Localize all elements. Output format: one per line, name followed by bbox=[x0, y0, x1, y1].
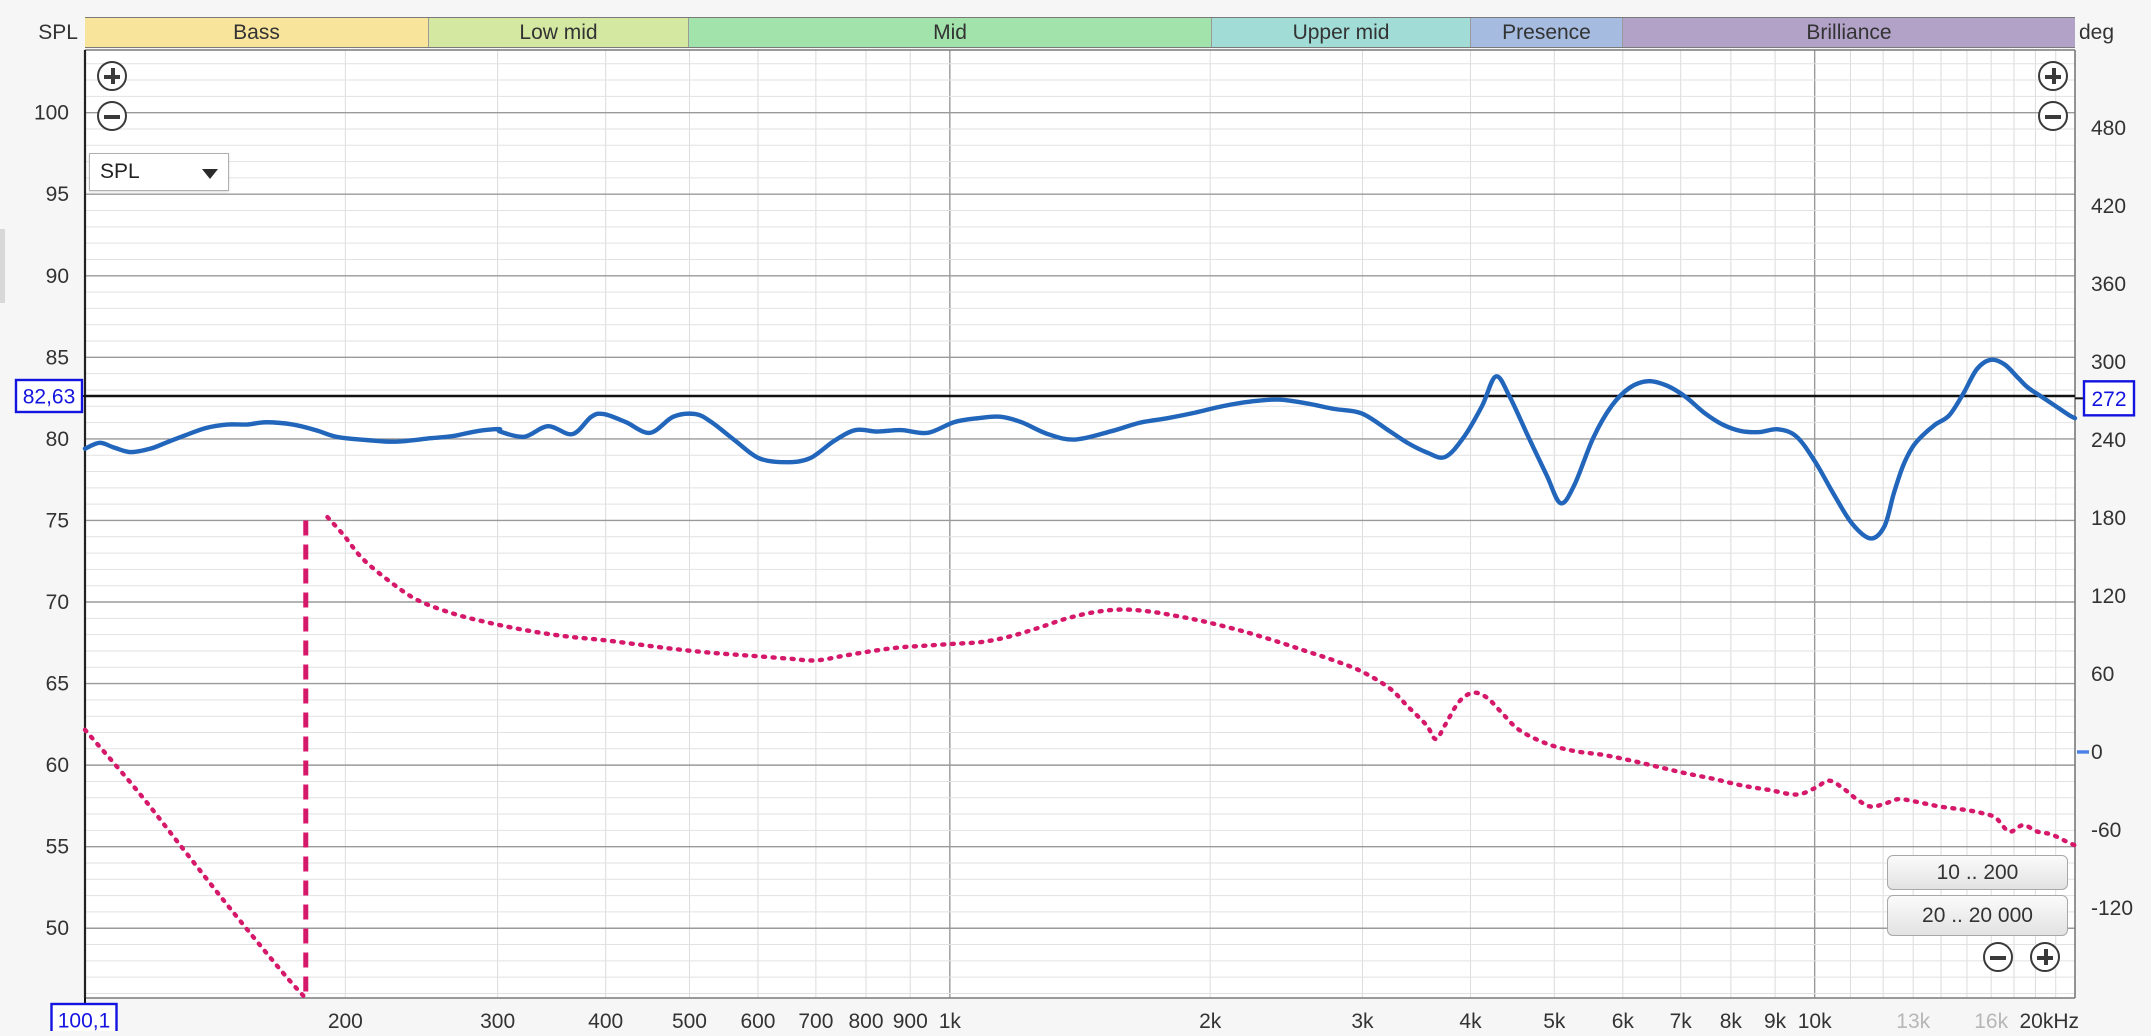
svg-text:3k: 3k bbox=[1351, 1010, 1374, 1031]
svg-text:180: 180 bbox=[2091, 507, 2126, 530]
svg-text:120: 120 bbox=[2091, 585, 2126, 608]
svg-text:90: 90 bbox=[46, 265, 69, 288]
svg-text:16k: 16k bbox=[1974, 1010, 2008, 1031]
svg-text:13k: 13k bbox=[1896, 1010, 1930, 1031]
svg-text:4k: 4k bbox=[1459, 1010, 1482, 1031]
svg-text:10k: 10k bbox=[1798, 1010, 1832, 1031]
svg-text:-120: -120 bbox=[2091, 897, 2133, 920]
svg-text:20kHz: 20kHz bbox=[2019, 1010, 2079, 1031]
svg-text:100: 100 bbox=[34, 102, 69, 125]
svg-text:65: 65 bbox=[46, 673, 69, 696]
svg-text:420: 420 bbox=[2091, 195, 2126, 218]
svg-text:-60: -60 bbox=[2091, 819, 2121, 842]
svg-text:0: 0 bbox=[2091, 741, 2103, 764]
svg-text:70: 70 bbox=[46, 591, 69, 614]
svg-text:7k: 7k bbox=[1670, 1010, 1693, 1031]
svg-text:82,63: 82,63 bbox=[23, 385, 76, 408]
svg-text:1k: 1k bbox=[939, 1010, 962, 1031]
svg-text:2k: 2k bbox=[1199, 1010, 1222, 1031]
svg-text:95: 95 bbox=[46, 183, 69, 206]
svg-text:55: 55 bbox=[46, 836, 69, 859]
svg-text:5k: 5k bbox=[1543, 1010, 1566, 1031]
svg-text:80: 80 bbox=[46, 428, 69, 451]
svg-text:600: 600 bbox=[740, 1010, 775, 1031]
svg-text:800: 800 bbox=[848, 1010, 883, 1031]
svg-text:60: 60 bbox=[2091, 663, 2114, 686]
svg-text:900: 900 bbox=[893, 1010, 928, 1031]
svg-text:240: 240 bbox=[2091, 429, 2126, 452]
svg-text:9k: 9k bbox=[1764, 1010, 1787, 1031]
svg-text:300: 300 bbox=[2091, 351, 2126, 374]
svg-text:300: 300 bbox=[480, 1010, 515, 1031]
svg-text:272: 272 bbox=[2091, 388, 2126, 411]
svg-text:360: 360 bbox=[2091, 273, 2126, 296]
svg-text:200: 200 bbox=[328, 1010, 363, 1031]
svg-text:6k: 6k bbox=[1612, 1010, 1635, 1031]
svg-text:75: 75 bbox=[46, 509, 69, 532]
svg-text:500: 500 bbox=[672, 1010, 707, 1031]
svg-text:400: 400 bbox=[588, 1010, 623, 1031]
svg-text:700: 700 bbox=[798, 1010, 833, 1031]
svg-text:50: 50 bbox=[46, 917, 69, 940]
svg-text:480: 480 bbox=[2091, 117, 2126, 140]
svg-text:60: 60 bbox=[46, 754, 69, 777]
svg-text:8k: 8k bbox=[1720, 1010, 1743, 1031]
svg-text:100,1: 100,1 bbox=[58, 1010, 111, 1032]
svg-text:85: 85 bbox=[46, 346, 69, 369]
